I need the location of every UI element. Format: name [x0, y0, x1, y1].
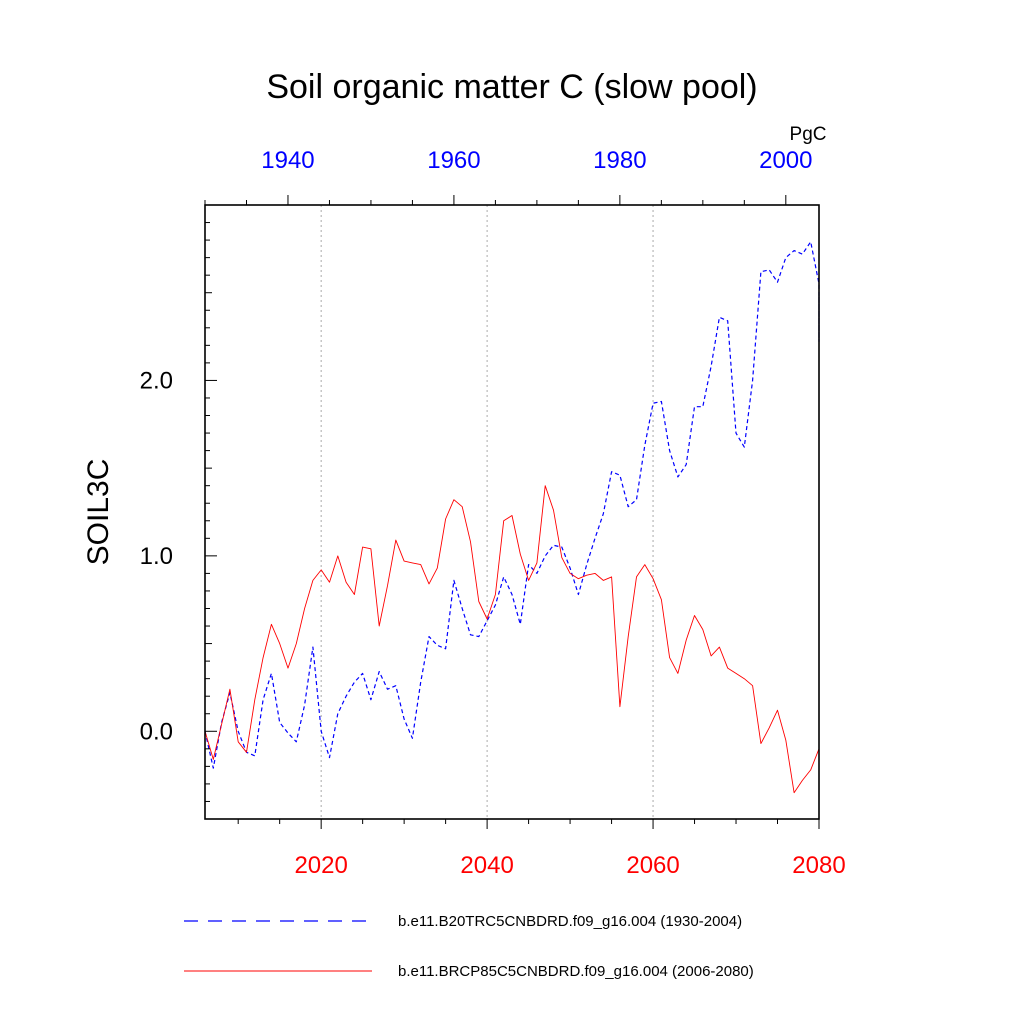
top-tick-label-1980: 1980: [593, 147, 646, 174]
bottom-tick-label-2020: 2020: [294, 852, 347, 879]
plot-frame: [204, 204, 820, 820]
chart-title: Soil organic matter C (slow pool): [266, 68, 757, 106]
bottom-tick-label-2080: 2080: [792, 852, 845, 879]
top-tick-label-2000: 2000: [759, 147, 812, 174]
top-tick-label-1960: 1960: [427, 147, 480, 174]
legend: b.e11.B20TRC5CNBDRD.f09_g16.004 (1930-20…: [184, 913, 754, 980]
y-tick-label-2: 2.0: [140, 367, 173, 394]
series-line-0: [204, 241, 820, 769]
y-tick-label-1: 1.0: [140, 543, 173, 570]
series-lines: [204, 241, 820, 794]
units-label: PgC: [790, 124, 827, 145]
series-line-1: [204, 485, 820, 794]
axis-ticks: [204, 195, 820, 829]
tick-labels: 0.0 1.0 2.0 1940 1960 1980 2000 2020 2040 2060 208…: [140, 147, 846, 879]
legend-label-rcp85: b.e11.BRCP85C5CNBDRD.f09_g16.004 (2006-2…: [398, 963, 754, 980]
y-tick-label-0: 0.0: [140, 718, 173, 745]
bottom-tick-label-2040: 2040: [460, 852, 513, 879]
y-axis-title: SOIL3C: [82, 459, 115, 566]
vertical-gridlines: [320, 205, 654, 819]
top-tick-label-1940: 1940: [261, 147, 314, 174]
legend-label-historical: b.e11.B20TRC5CNBDRD.f09_g16.004 (1930-20…: [398, 913, 742, 930]
bottom-tick-label-2060: 2060: [626, 852, 679, 879]
